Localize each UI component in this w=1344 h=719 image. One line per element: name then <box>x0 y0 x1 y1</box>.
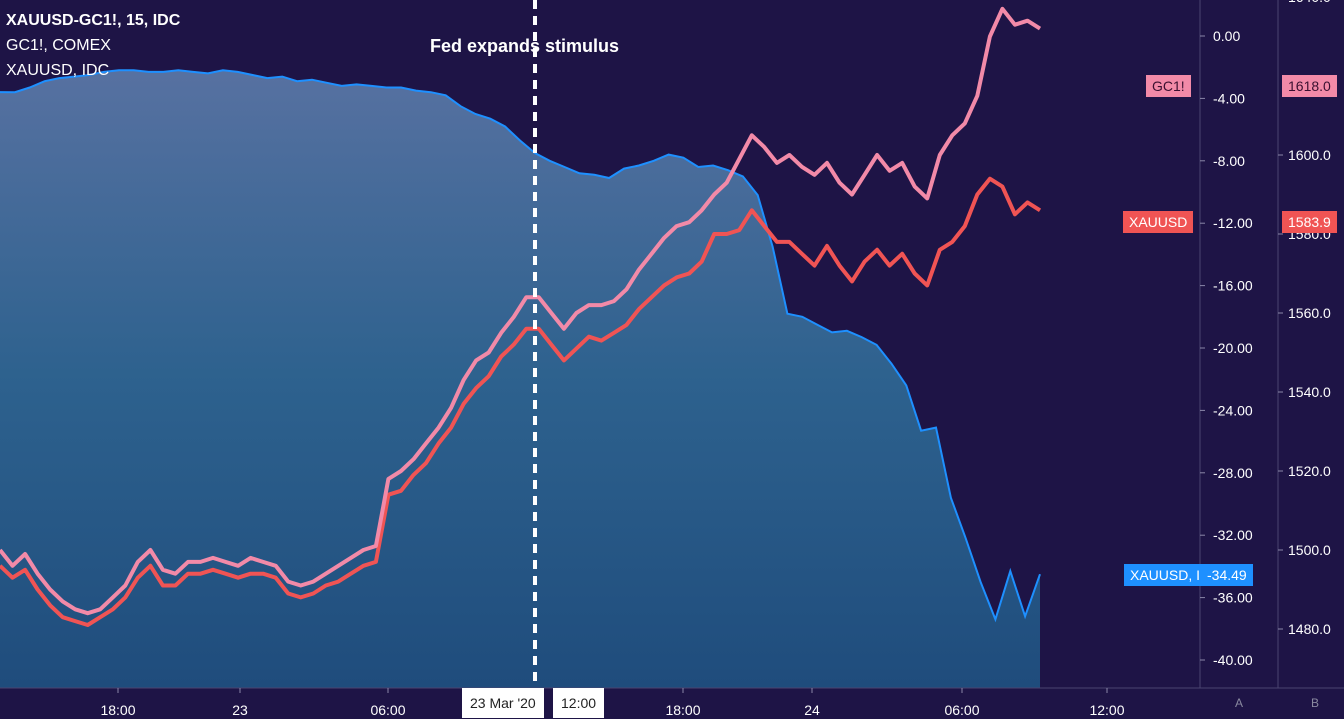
spread-series-tag: XAUUSD, IDC <box>1124 564 1227 586</box>
time-axis-time-tag: 12:00 <box>553 688 605 718</box>
time-axis-panel <box>0 688 1344 719</box>
left-tick-label: -24.00 <box>1213 402 1253 418</box>
left-tick-label: -36.00 <box>1213 590 1253 606</box>
left-tick-label: 0.00 <box>1213 28 1240 44</box>
right-tick-label: 1640.0 <box>1288 0 1331 5</box>
right-tick-label: 1600.0 <box>1288 147 1331 163</box>
left-tick-label: -16.00 <box>1213 278 1253 294</box>
right-scale-panel <box>1278 0 1344 688</box>
time-tick-label: 23 <box>232 702 248 718</box>
time-tick-label: 24 <box>804 702 820 718</box>
left-tick-label: -8.00 <box>1213 153 1245 169</box>
time-tick-label: 18:00 <box>665 702 700 718</box>
right-tick-label: 1500.0 <box>1288 542 1331 558</box>
left-tick-label: -32.00 <box>1213 527 1253 543</box>
gc1-series-tag: GC1! <box>1146 75 1191 97</box>
time-tick-label: 06:00 <box>944 702 979 718</box>
legend-xauusd: XAUUSD, IDC <box>6 62 110 79</box>
left-tick-label: -12.00 <box>1213 215 1253 231</box>
left-tick-label: -20.00 <box>1213 340 1253 356</box>
right-tick-label: 1520.0 <box>1288 463 1331 479</box>
time-tick-label: 12:00 <box>1089 702 1124 718</box>
gc1-line <box>0 6 1042 616</box>
left-tick-label: -40.00 <box>1213 652 1253 668</box>
left-tick-label: -28.00 <box>1213 465 1253 481</box>
legend-title: XAUUSD-GC1!, 15, IDC <box>6 12 181 29</box>
axis-mode-button-b[interactable]: B <box>1310 696 1319 710</box>
event-annotation: Fed expands stimulus <box>430 36 620 56</box>
xauusd-line <box>0 176 1042 627</box>
legend-gc1: GC1!, COMEX <box>6 37 111 54</box>
time-tick-label: 06:00 <box>370 702 405 718</box>
xauusd-series-tag: XAUUSD <box>1123 211 1194 233</box>
right-tick-label: 1560.0 <box>1288 305 1331 321</box>
right-tick-label: 1480.0 <box>1288 621 1331 637</box>
xauusd-last-value-tag: 1583.9 <box>1282 211 1337 233</box>
left-tick-label: -4.00 <box>1213 90 1245 106</box>
time-axis-date-tag: 23 Mar '20 <box>462 688 544 718</box>
right-tick-label: 1540.0 <box>1288 384 1331 400</box>
spread-area <box>0 70 1040 689</box>
plot-area <box>0 0 1042 689</box>
gc1-last-value-tag: 1618.0 <box>1282 75 1337 97</box>
axis-mode-button-a[interactable]: A <box>1234 696 1243 710</box>
time-tick-label: 18:00 <box>100 702 135 718</box>
legend: XAUUSD-GC1!, 15, IDC GC1!, COMEX XAUUSD,… <box>6 8 180 83</box>
spread-line <box>0 69 1041 623</box>
spread-last-value-tag: -34.49 <box>1201 564 1253 586</box>
